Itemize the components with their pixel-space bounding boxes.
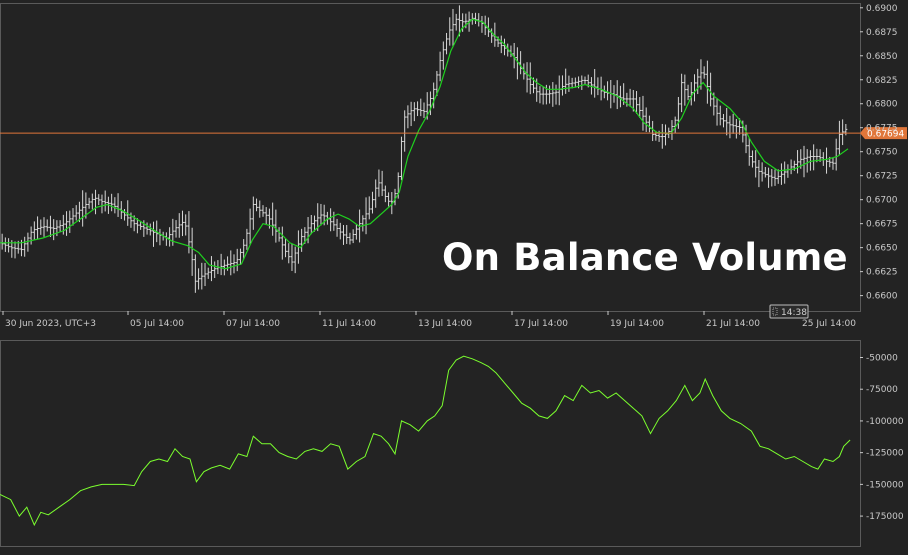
time-axis: 30 Jun 2023, UTC+3 05 Jul 14:00 07 Jul 14:… (2, 311, 856, 329)
obv-panel-border (0, 340, 861, 547)
chart-title: On Balance Volume (442, 236, 848, 279)
obv-axis-tick-label: -125000 (866, 449, 904, 459)
time-axis-tick-label: 25 Jul 14:00 (802, 319, 856, 329)
obv-axis-tick-label: -75000 (866, 385, 898, 395)
price-panel-border (0, 3, 861, 312)
current-time-badge (769, 304, 809, 319)
price-axis-tick-label: 0.6725 (866, 172, 898, 182)
time-axis-tick-label: 21 Jul 14:00 (706, 319, 760, 329)
price-axis-tick-label: 0.6875 (866, 28, 898, 38)
price-axis-tick-label: 0.6750 (866, 148, 898, 158)
price-axis-tick-label: 0.6600 (866, 292, 898, 302)
price-axis-tick-label: 0.6675 (866, 220, 898, 230)
obv-axis-tick-label: -50000 (866, 353, 898, 363)
price-axis-tick-label: 0.6625 (866, 268, 898, 278)
time-axis-tick-label: 30 Jun 2023, UTC+3 (5, 319, 96, 329)
price-panel[interactable]: 0.676940.69000.68750.68500.68250.68000.6… (0, 3, 907, 330)
time-axis-tick-label: 13 Jul 14:00 (418, 319, 472, 329)
time-axis-tick-label: 17 Jul 14:00 (514, 319, 568, 329)
obv-axis-tick-label: -175000 (866, 512, 904, 522)
obv-line (0, 355, 851, 527)
price-axis-tick-label: 0.6800 (866, 100, 898, 110)
current-price-label-bg (860, 127, 907, 140)
current-price-label: 0.67694 (867, 130, 904, 140)
time-axis-tick-label: 11 Jul 14:00 (322, 319, 376, 329)
price-axis-tick-label: 0.6825 (866, 76, 898, 86)
moving-average-line (0, 18, 849, 270)
time-axis-tick-label: 19 Jul 14:00 (610, 319, 664, 329)
time-axis-tick-label: 05 Jul 14:00 (130, 319, 184, 329)
time-cursor-icon (772, 307, 778, 316)
price-axis-tick-label: 0.6900 (866, 4, 898, 14)
price-axis-tick-label: 0.6850 (866, 52, 898, 62)
obv-axis: -50000 -75000 -100000 -125000 -150000 -175000 (860, 353, 904, 522)
price-axis-tick-label: 0.6775 (866, 124, 898, 134)
obv-indicator-panel[interactable]: -50000 -75000 -100000 -125000 -150000 -175000 (0, 340, 904, 547)
obv-axis-tick-label: -100000 (866, 417, 904, 427)
price-axis: 0.6900 0.6875 0.6850 0.6825 0.6800 0.6775 0.67… (860, 4, 898, 302)
time-axis-tick-label: 07 Jul 14:00 (226, 319, 280, 329)
current-time-label: 14:38 (781, 308, 807, 318)
price-axis-tick-label: 0.6700 (866, 196, 898, 206)
price-axis-tick-label: 0.6650 (866, 244, 898, 254)
obv-axis-tick-label: -150000 (866, 480, 904, 490)
